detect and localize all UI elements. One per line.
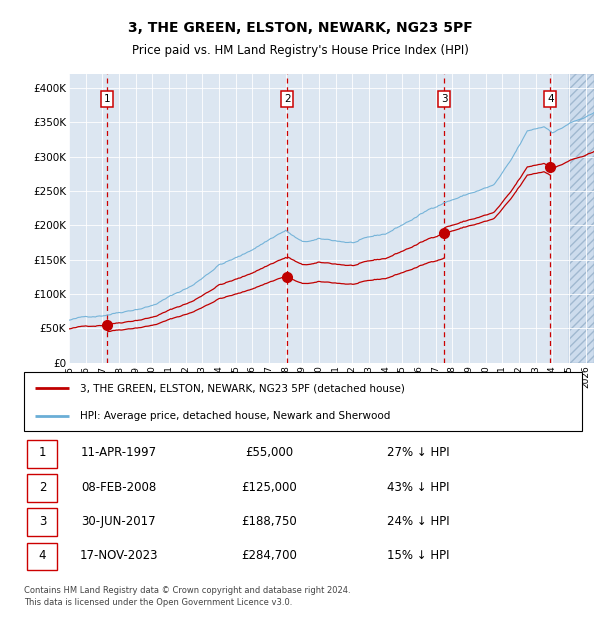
Text: 24% ↓ HPI: 24% ↓ HPI: [387, 515, 449, 528]
Text: 27% ↓ HPI: 27% ↓ HPI: [387, 446, 449, 459]
FancyBboxPatch shape: [27, 474, 58, 502]
FancyBboxPatch shape: [27, 508, 58, 536]
Text: 15% ↓ HPI: 15% ↓ HPI: [387, 549, 449, 562]
Text: 43% ↓ HPI: 43% ↓ HPI: [387, 480, 449, 494]
Text: 11-APR-1997: 11-APR-1997: [81, 446, 157, 459]
Text: 1: 1: [38, 446, 46, 459]
Text: 2: 2: [284, 94, 290, 104]
Text: 4: 4: [38, 549, 46, 562]
Text: £125,000: £125,000: [242, 480, 298, 494]
Text: 30-JUN-2017: 30-JUN-2017: [82, 515, 156, 528]
Text: 3, THE GREEN, ELSTON, NEWARK, NG23 5PF: 3, THE GREEN, ELSTON, NEWARK, NG23 5PF: [128, 21, 472, 35]
Text: 1: 1: [104, 94, 110, 104]
FancyBboxPatch shape: [27, 542, 58, 570]
Text: £284,700: £284,700: [242, 549, 298, 562]
FancyBboxPatch shape: [24, 372, 582, 431]
Text: HPI: Average price, detached house, Newark and Sherwood: HPI: Average price, detached house, Newa…: [80, 410, 390, 420]
Text: 3: 3: [39, 515, 46, 528]
Text: 08-FEB-2008: 08-FEB-2008: [81, 480, 157, 494]
Text: 3: 3: [440, 94, 448, 104]
FancyBboxPatch shape: [27, 440, 58, 467]
Text: 17-NOV-2023: 17-NOV-2023: [80, 549, 158, 562]
Text: £55,000: £55,000: [245, 446, 293, 459]
Text: Price paid vs. HM Land Registry's House Price Index (HPI): Price paid vs. HM Land Registry's House …: [131, 45, 469, 57]
Text: 3, THE GREEN, ELSTON, NEWARK, NG23 5PF (detached house): 3, THE GREEN, ELSTON, NEWARK, NG23 5PF (…: [80, 384, 404, 394]
Text: Contains HM Land Registry data © Crown copyright and database right 2024.
This d: Contains HM Land Registry data © Crown c…: [24, 586, 350, 607]
Bar: [569, 74, 594, 363]
Text: 2: 2: [38, 480, 46, 494]
Text: 4: 4: [547, 94, 554, 104]
Text: £188,750: £188,750: [242, 515, 298, 528]
